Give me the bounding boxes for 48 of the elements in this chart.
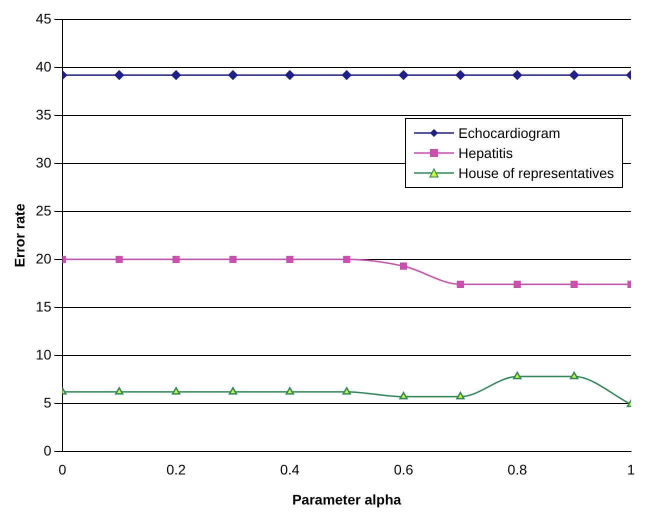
point bbox=[512, 70, 522, 80]
point bbox=[513, 372, 522, 380]
y-tick-label: 20 bbox=[36, 250, 52, 266]
point bbox=[514, 280, 521, 288]
point bbox=[342, 70, 352, 80]
point bbox=[456, 70, 466, 80]
point bbox=[400, 262, 408, 270]
point bbox=[172, 387, 180, 395]
legend-label: Hepatitis bbox=[458, 144, 513, 163]
y-tick-label: 0 bbox=[44, 442, 52, 458]
x-tick-label: 0.8 bbox=[508, 462, 528, 478]
point bbox=[171, 70, 181, 80]
legend-label: Echocardiogram bbox=[458, 124, 560, 143]
point bbox=[456, 392, 465, 400]
y-tick-label: 25 bbox=[36, 202, 52, 218]
y-tick-label: 10 bbox=[36, 346, 52, 362]
point bbox=[456, 280, 464, 288]
point bbox=[343, 256, 350, 263]
point bbox=[228, 70, 238, 80]
point bbox=[172, 256, 180, 263]
point bbox=[286, 387, 294, 395]
y-tick-label: 5 bbox=[44, 394, 52, 410]
point bbox=[399, 392, 408, 400]
legend-label: House of representatives bbox=[458, 164, 614, 183]
x-tick-label: 0.2 bbox=[166, 462, 186, 478]
y-axis-title: Error rate bbox=[11, 203, 28, 268]
x-axis-title: Parameter alpha bbox=[292, 491, 402, 508]
point bbox=[342, 387, 351, 395]
x-tick-label: 0.4 bbox=[280, 462, 300, 478]
y-tick-label: 35 bbox=[36, 106, 52, 122]
x-tick-label: 1 bbox=[627, 462, 636, 478]
point bbox=[228, 387, 238, 395]
point bbox=[116, 256, 123, 263]
point bbox=[229, 256, 237, 263]
y-tick-label: 15 bbox=[36, 298, 52, 314]
point bbox=[286, 256, 294, 263]
point bbox=[398, 70, 408, 80]
point bbox=[570, 372, 578, 380]
x-tick-label: 0 bbox=[58, 462, 66, 478]
y-tick-label: 30 bbox=[36, 154, 52, 170]
point bbox=[114, 70, 124, 80]
y-tick-label: 40 bbox=[36, 58, 52, 74]
point bbox=[115, 387, 124, 395]
point bbox=[570, 280, 578, 288]
point bbox=[569, 70, 579, 80]
point bbox=[285, 70, 295, 80]
x-tick-label: 0.6 bbox=[394, 462, 414, 478]
y-tick-label: 45 bbox=[36, 10, 52, 26]
